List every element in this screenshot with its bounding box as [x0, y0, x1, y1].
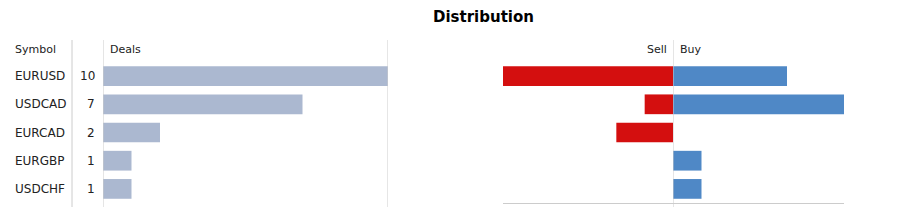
svg-text:USDCAD: USDCAD: [15, 97, 66, 111]
svg-text:EURUSD: EURUSD: [15, 69, 65, 83]
svg-text:Sell: Sell: [647, 43, 667, 56]
svg-text:1: 1: [87, 154, 95, 168]
svg-text:1: 1: [87, 182, 95, 196]
svg-text:Symbol: Symbol: [15, 43, 56, 56]
svg-text:USDCHF: USDCHF: [15, 182, 65, 196]
svg-text:EURGBP: EURGBP: [15, 154, 64, 168]
svg-text:EURCAD: EURCAD: [15, 126, 65, 140]
svg-text:Distribution: Distribution: [433, 8, 534, 26]
svg-text:10: 10: [80, 69, 95, 83]
svg-text:7: 7: [87, 97, 95, 111]
svg-text:2: 2: [87, 126, 95, 140]
svg-text:Buy: Buy: [680, 43, 702, 56]
svg-text:Deals: Deals: [110, 43, 141, 56]
